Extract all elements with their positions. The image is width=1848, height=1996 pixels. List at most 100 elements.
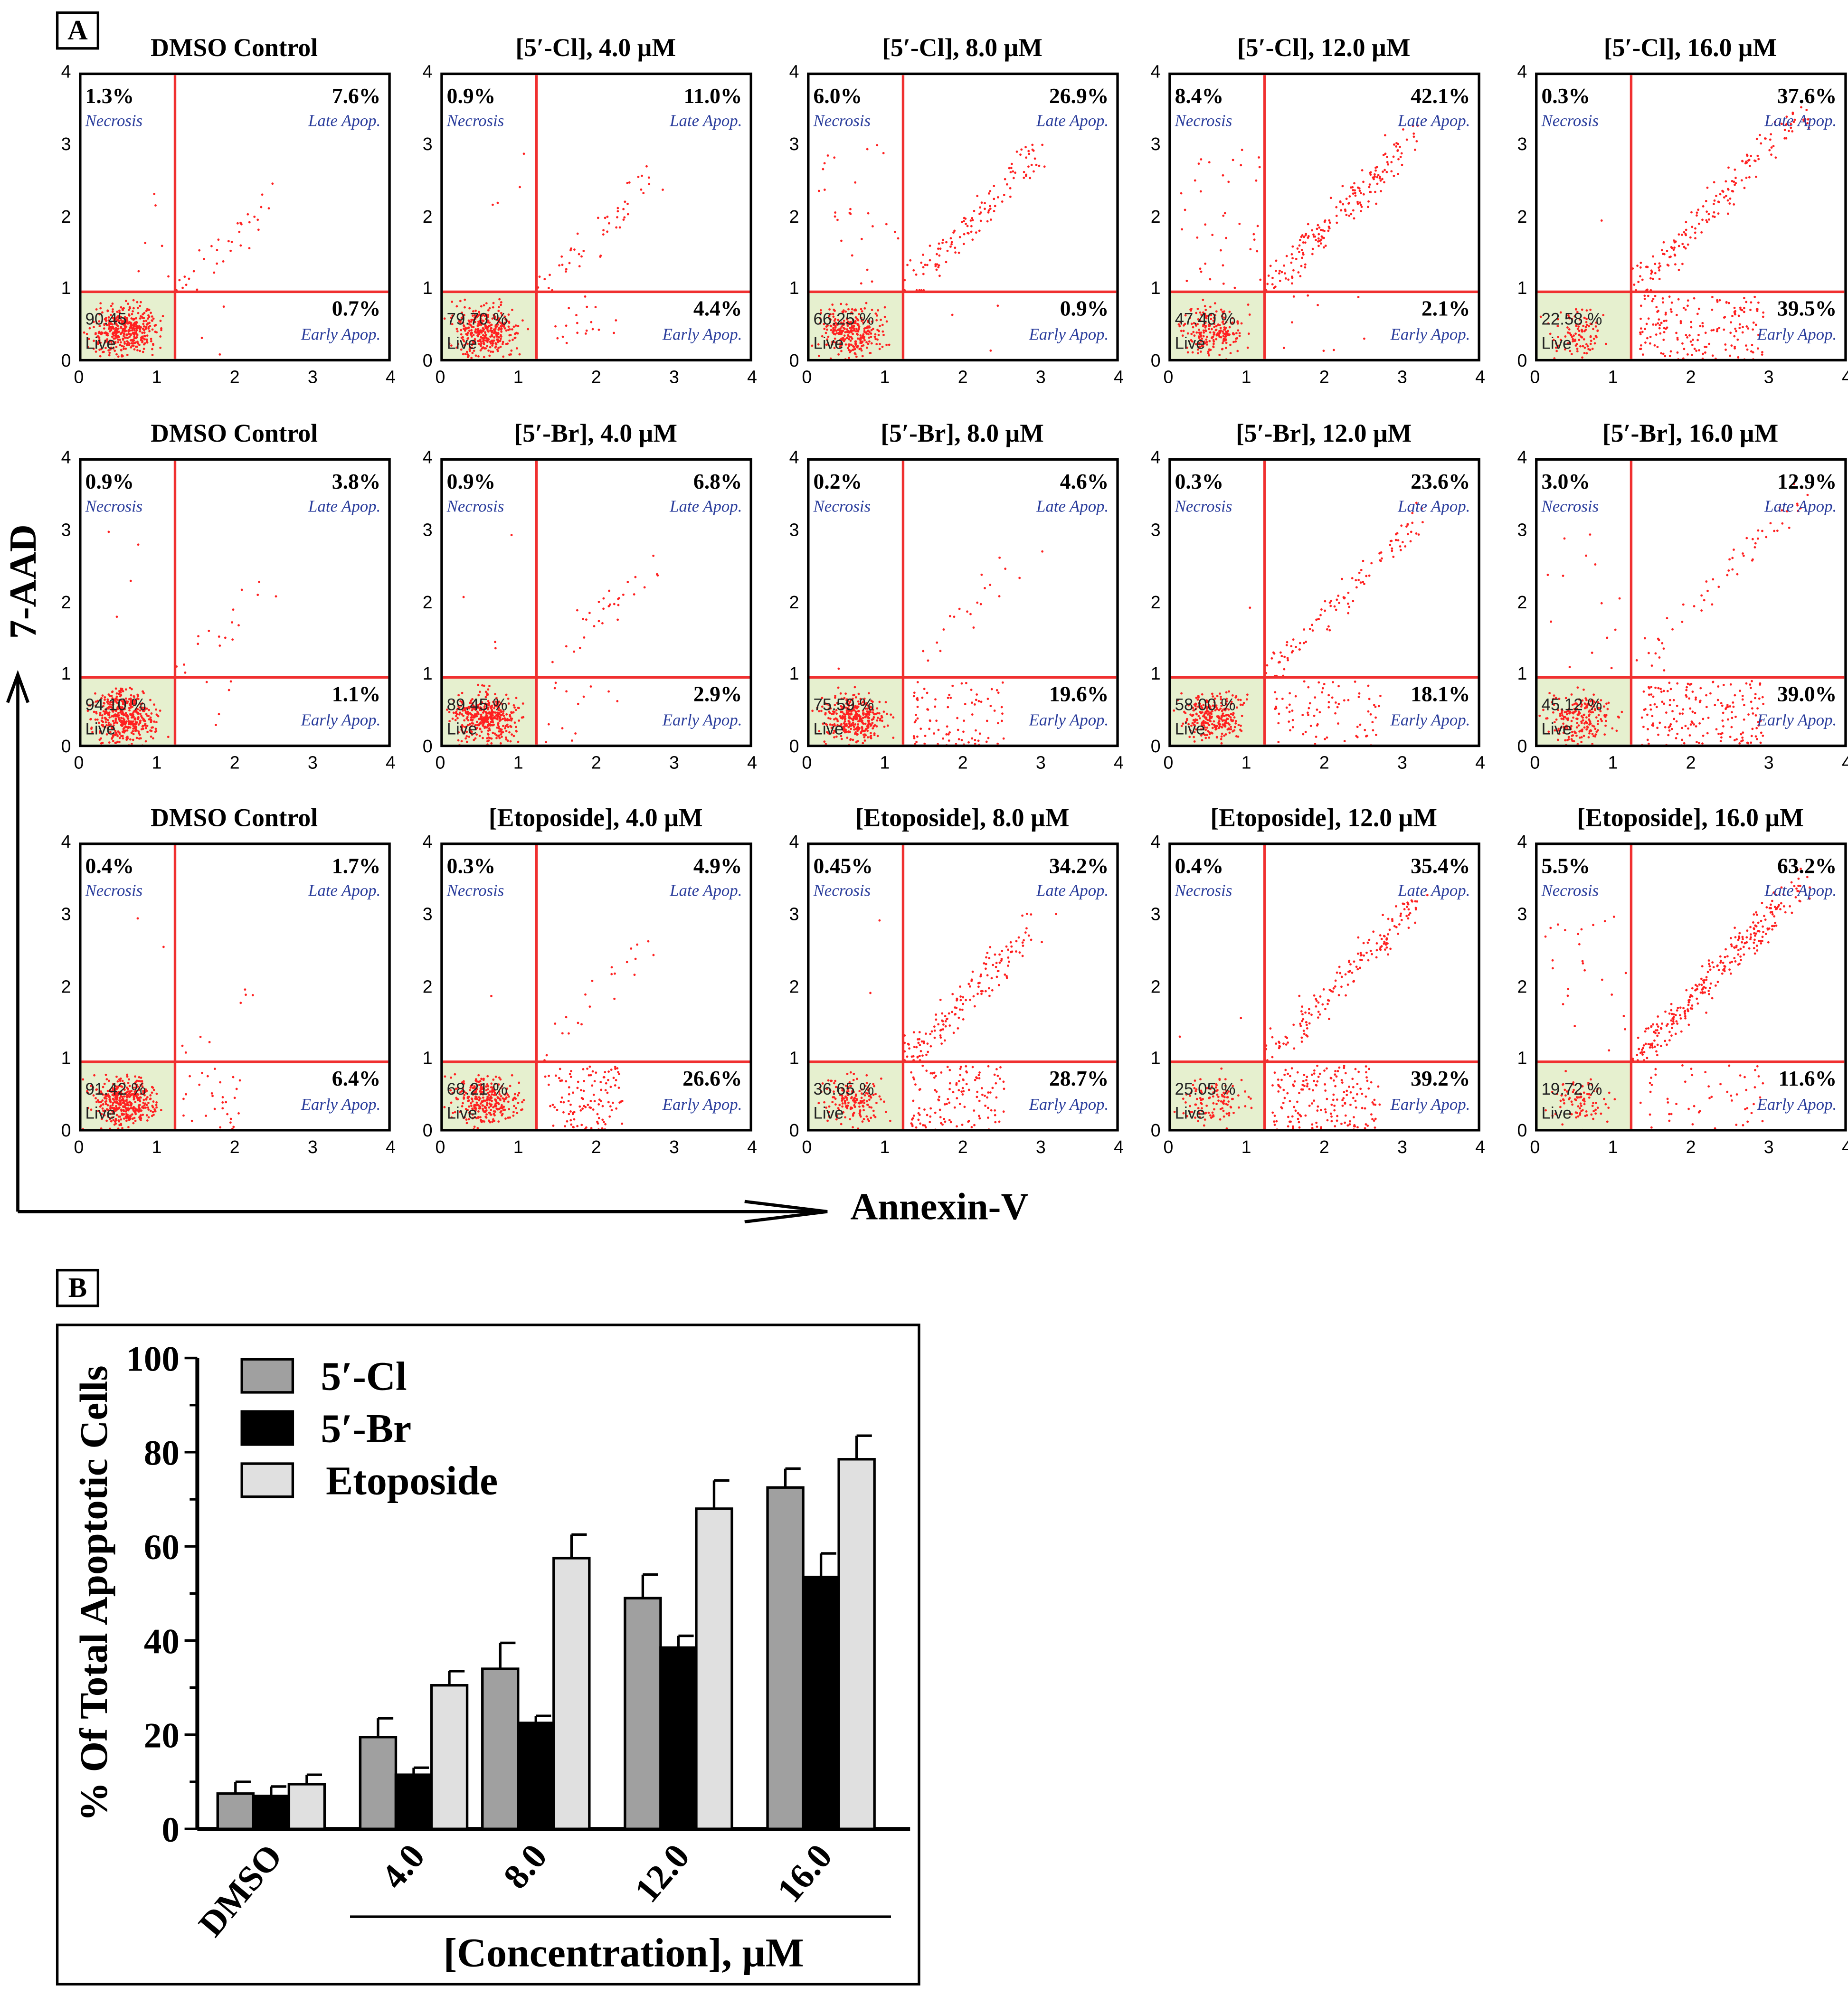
- event-dot: [949, 237, 952, 240]
- event-dot: [125, 325, 128, 328]
- event-dot: [1278, 272, 1280, 275]
- event-dot: [489, 350, 492, 353]
- event-dot: [1266, 664, 1269, 667]
- event-dot: [1651, 715, 1654, 718]
- event-dot: [527, 328, 530, 331]
- event-dot: [1274, 691, 1277, 694]
- event-dot: [123, 1095, 125, 1098]
- event-dot: [117, 717, 120, 719]
- event-dot: [1015, 151, 1018, 153]
- event-dot: [1669, 255, 1672, 258]
- event-dot: [1377, 705, 1380, 708]
- event-dot: [1318, 226, 1321, 229]
- event-dot: [843, 706, 846, 709]
- event-dot: [1736, 338, 1739, 341]
- event-dot: [1000, 706, 1003, 709]
- event-dot: [1247, 332, 1250, 335]
- event-dot: [607, 359, 610, 361]
- event-dot: [1681, 263, 1684, 265]
- event-dot: [1324, 600, 1327, 603]
- early-apoptosis-label: Early Apop.: [1029, 710, 1109, 729]
- event-dot: [829, 357, 832, 359]
- event-dot: [829, 707, 832, 710]
- event-dot: [868, 340, 871, 343]
- event-dot: [826, 324, 829, 327]
- event-dot: [1727, 302, 1730, 304]
- event-dot: [1208, 724, 1211, 727]
- event-dot: [827, 708, 830, 710]
- event-dot: [478, 717, 481, 720]
- event-dot: [1675, 331, 1677, 334]
- event-dot: [856, 332, 858, 335]
- y-tick-label: 0: [61, 736, 71, 756]
- event-dot: [855, 345, 858, 348]
- event-dot: [1211, 723, 1213, 726]
- event-dot: [1404, 545, 1407, 548]
- event-dot: [1327, 694, 1330, 697]
- event-dot: [1691, 691, 1694, 693]
- event-dot: [1647, 728, 1649, 730]
- event-dot: [945, 241, 948, 244]
- event-dot: [855, 715, 858, 718]
- necrosis-label: Necrosis: [85, 496, 143, 516]
- event-dot: [628, 181, 631, 184]
- event-dot: [1734, 168, 1736, 171]
- early-apoptosis-label: Early Apop.: [662, 710, 742, 729]
- event-dot: [95, 1100, 98, 1103]
- event-dot: [1557, 728, 1560, 730]
- event-dot: [996, 742, 999, 745]
- event-dot: [1029, 177, 1032, 180]
- event-dot: [128, 344, 131, 346]
- event-dot: [1357, 696, 1360, 698]
- event-dot: [613, 603, 616, 605]
- event-dot: [1675, 720, 1678, 723]
- event-dot: [1745, 301, 1748, 303]
- event-dot: [1664, 726, 1667, 728]
- event-dot: [1583, 726, 1586, 729]
- event-dot: [129, 704, 132, 707]
- event-dot: [466, 710, 469, 713]
- event-dot: [978, 229, 981, 232]
- x-tick-label: 0: [74, 366, 84, 387]
- event-dot: [137, 270, 140, 273]
- event-dot: [942, 238, 945, 241]
- event-dot: [489, 712, 492, 715]
- event-dot: [1571, 318, 1573, 321]
- event-dot: [848, 331, 851, 334]
- event-dot: [499, 728, 502, 730]
- event-dot: [1565, 724, 1568, 727]
- event-dot: [123, 730, 126, 733]
- event-dot: [1694, 711, 1696, 714]
- event-dot: [958, 607, 961, 610]
- event-dot: [116, 740, 119, 743]
- event-dot: [1677, 233, 1680, 236]
- event-dot: [129, 686, 132, 689]
- event-dot: [554, 681, 557, 684]
- event-dot: [496, 339, 499, 342]
- event-dot: [1583, 330, 1586, 332]
- event-dot: [1770, 133, 1772, 136]
- event-dot: [1770, 153, 1772, 156]
- event-dot: [834, 717, 837, 720]
- event-dot: [98, 738, 101, 741]
- event-dot: [136, 301, 139, 303]
- event-dot: [1334, 701, 1337, 704]
- event-dot: [1027, 150, 1030, 152]
- event-dot: [1652, 255, 1654, 258]
- event-dot: [1685, 689, 1688, 691]
- event-dot: [1232, 159, 1234, 161]
- live-label: Live: [813, 719, 844, 738]
- event-dot: [1330, 599, 1333, 602]
- event-dot: [1716, 328, 1719, 331]
- event-dot: [149, 699, 152, 701]
- event-dot: [854, 340, 857, 343]
- event-dot: [847, 308, 850, 311]
- event-dot: [836, 218, 839, 221]
- event-dot: [1742, 326, 1744, 329]
- x-tick-label: 1: [1241, 752, 1251, 773]
- event-dot: [1298, 251, 1300, 254]
- event-dot: [1405, 138, 1408, 141]
- event-dot: [822, 722, 824, 725]
- event-dot: [913, 691, 916, 694]
- event-dot: [1663, 331, 1666, 333]
